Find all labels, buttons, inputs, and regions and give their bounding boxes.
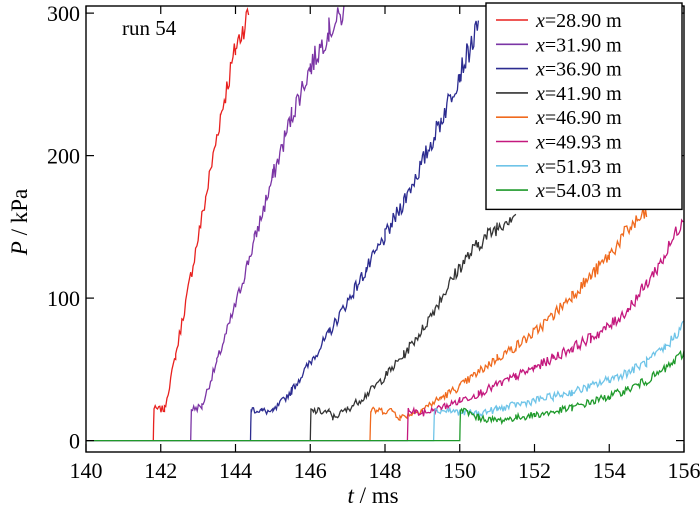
y-tick-label: 100 [47, 286, 80, 311]
x-axis-unit: / ms [354, 483, 399, 508]
legend-variable: x [535, 34, 545, 56]
legend-variable: x [535, 83, 545, 105]
legend-label: =46.90 m [545, 107, 622, 129]
legend-entry: x=51.93 m [535, 156, 622, 178]
legend-label: =31.90 m [545, 34, 622, 56]
legend: x=28.90 mx=31.90 mx=36.90 mx=41.90 mx=46… [485, 2, 683, 211]
series-line [86, 218, 685, 442]
x-tick-label: 152 [518, 458, 551, 483]
legend-variable: x [535, 180, 545, 202]
x-axis-label: t / ms [347, 483, 398, 508]
y-tick-label: 300 [47, 1, 80, 26]
x-tick-label: 144 [219, 458, 252, 483]
legend-entry: x=28.90 m [535, 10, 622, 32]
legend-label: =28.90 m [545, 10, 622, 32]
legend-variable: x [535, 156, 545, 178]
legend-variable: x [535, 10, 545, 32]
x-tick-label: 142 [144, 458, 177, 483]
x-axis-variable: t [347, 483, 354, 508]
legend-label: =49.93 m [545, 132, 622, 154]
x-tick-label: 156 [668, 458, 700, 483]
series-line [86, 5, 345, 442]
legend-label: =54.03 m [545, 180, 622, 202]
x-tick-label: 154 [593, 458, 626, 483]
series-lines [86, 5, 685, 442]
legend-variable: x [535, 59, 545, 81]
x-tick-label: 148 [369, 458, 402, 483]
legend-entry: x=49.93 m [535, 132, 622, 154]
x-tick-label: 146 [294, 458, 327, 483]
legend-variable: x [535, 132, 545, 154]
legend-entry: x=54.03 m [535, 180, 622, 202]
run-annotation: run 54 [122, 16, 177, 40]
legend-label: =36.90 m [545, 59, 622, 81]
axis-ticks: 140 142 144 146 148 150 152 154 156 0 100 200 300 [47, 1, 700, 483]
legend-label: =41.90 m [545, 83, 622, 105]
legend-entry: x=31.90 m [535, 34, 622, 56]
legend-entry: x=46.90 m [535, 107, 622, 129]
series-line [86, 20, 480, 442]
legend-box [485, 2, 683, 211]
y-tick-label: 200 [47, 144, 80, 169]
legend-label: =51.93 m [545, 156, 622, 178]
y-axis-label: P / kPa [7, 189, 32, 256]
y-axis-unit: / kPa [7, 189, 32, 241]
legend-variable: x [535, 107, 545, 129]
y-axis-variable: P [7, 241, 32, 256]
x-tick-label: 140 [70, 458, 103, 483]
series-line [86, 213, 517, 442]
legend-entry: x=41.90 m [535, 83, 622, 105]
legend-entry: x=36.90 m [535, 59, 622, 81]
x-tick-label: 150 [443, 458, 476, 483]
series-line [86, 6, 250, 442]
y-tick-label: 0 [69, 429, 80, 454]
series-line [86, 349, 685, 442]
